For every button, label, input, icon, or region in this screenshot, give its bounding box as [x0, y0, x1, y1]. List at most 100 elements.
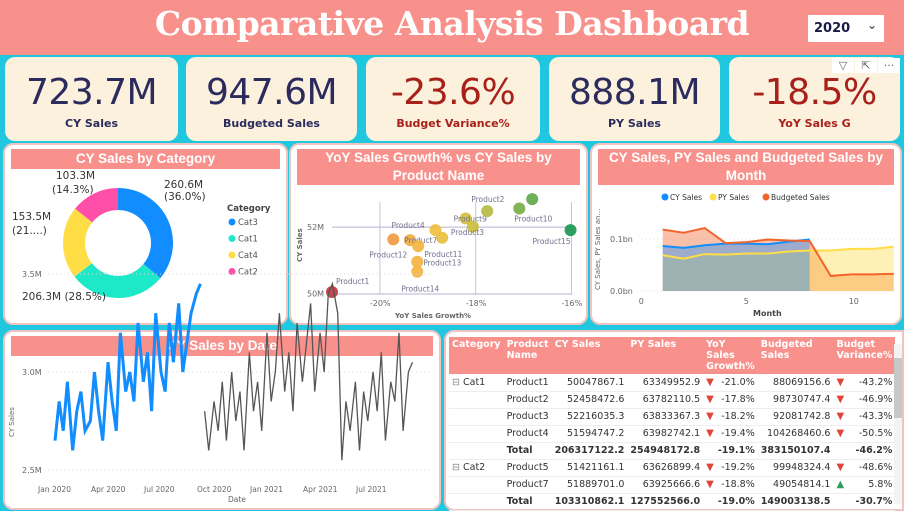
sales-line [53, 283, 202, 451]
table-row[interactable]: ⊟ Cat2 Product5 51421161.1 63626899.4 ▼ -… [449, 459, 896, 477]
x-axis-label: Month [753, 309, 782, 318]
sales-line [203, 281, 414, 461]
table-row[interactable]: Product3 52216035.3 63833367.3 ▼ -18.2% 9… [449, 408, 896, 426]
variance-cell: ▲ 5.8% [833, 476, 896, 494]
table-row[interactable]: ⊟ Cat1 Product1 50047867.1 63349952.9 ▼ -… [449, 374, 896, 392]
point-label: Product1 [336, 277, 369, 286]
table-row[interactable]: Product2 52458472.6 63782110.5 ▼ -17.8% 9… [449, 391, 896, 409]
y-tick-label: 0.0bn [610, 287, 633, 296]
variance-value: 5.8% [868, 479, 893, 490]
x-tick-label: Apr 2021 [303, 485, 338, 494]
point-label: Product11 [424, 250, 462, 259]
kpi-value: -23.6% [390, 72, 516, 113]
data-label: 153.5M [12, 211, 51, 223]
column-header[interactable]: Category [449, 337, 504, 374]
legend-marker [661, 193, 669, 201]
legend-marker [762, 193, 770, 201]
table-row[interactable]: Total 103310862.1 127552566.0 -19.0% 149… [449, 493, 896, 511]
column-header[interactable]: Product Name [503, 337, 552, 374]
column-header[interactable]: YoY Sales Growth% [703, 337, 758, 374]
down-arrow-icon: ▼ [706, 376, 714, 388]
focus-mode-icon[interactable]: ⇱ [855, 58, 877, 73]
yoy-value: -17.8% [721, 394, 755, 405]
more-options-icon[interactable]: ··· [878, 58, 900, 73]
variance-cell: ▼ -43.2% [833, 374, 896, 392]
point-label: Product15 [533, 237, 571, 246]
up-arrow-icon: ▲ [836, 479, 845, 490]
x-tick-label: Jul 2021 [355, 485, 387, 494]
product-cell: Product2 [503, 391, 552, 409]
column-header[interactable]: Budgeted Sales [757, 337, 834, 374]
chart-title: CY Sales by Category [11, 149, 280, 169]
down-arrow-icon: ▼ [836, 411, 845, 422]
scatter-point [387, 233, 400, 246]
x-tick-label: 10 [849, 297, 859, 306]
category-cell[interactable] [449, 425, 504, 443]
category-cell[interactable]: ⊟ Cat1 [449, 374, 504, 392]
scatter-point [411, 265, 424, 278]
kpi-card: -18.5% YoY Sales G [729, 57, 900, 141]
kpi-value: -18.5% [752, 72, 877, 113]
kpi-value: 723.7M [25, 72, 158, 113]
down-arrow-icon: ▼ [706, 462, 714, 473]
scrollbar[interactable] [894, 344, 902, 504]
variance-cell: ▼ -46.9% [833, 391, 896, 409]
scatter-point [526, 193, 539, 206]
variance-value: -43.3% [858, 411, 893, 422]
kpi-card: -23.6% Budget Variance% [366, 57, 540, 141]
filter-icon[interactable]: ▽ [832, 58, 854, 73]
y-tick-label: 0.1bn [610, 235, 633, 244]
table-row[interactable]: Total 206317122.2 254948172.8 -19.1% 383… [449, 442, 896, 460]
py-sales-cell: 254948172.8 [627, 442, 704, 460]
data-label: 103.3M [56, 170, 95, 182]
scatter-point [459, 212, 472, 225]
kpi-value: 888.1M [568, 72, 701, 113]
kpi-card: 947.6M Budgeted Sales [186, 57, 357, 141]
legend-marker [228, 218, 236, 226]
collapse-icon[interactable]: ⊟ [452, 462, 460, 473]
variance-value: -48.6% [858, 462, 893, 473]
donut-slice-cat2 [75, 187, 118, 223]
category-cell[interactable] [449, 391, 504, 409]
yoy-value: -18.2% [721, 411, 755, 422]
down-arrow-icon: ▼ [706, 394, 714, 405]
legend-marker [228, 268, 236, 275]
budget-cell: 149003138.5 [757, 493, 834, 511]
legend-label: Cat3 [238, 218, 258, 228]
column-header[interactable]: PY Sales [627, 337, 704, 374]
column-header[interactable]: Budget Variance% [833, 337, 896, 374]
table-row[interactable]: Product4 51594747.2 63982742.1 ▼ -19.4% 1… [449, 425, 896, 443]
category-cell[interactable] [449, 408, 504, 426]
category-cell[interactable] [449, 493, 504, 511]
cy-sales-cell: 103310862.1 [551, 493, 628, 511]
yoy-value: -19.0% [717, 496, 755, 507]
legend-marker [228, 251, 236, 259]
category-cell[interactable] [449, 476, 504, 494]
kpi-card: 723.7M CY Sales [5, 57, 178, 141]
category-donut-panel: CY Sales by Category [3, 143, 288, 325]
variance-value: -46.2% [855, 445, 893, 456]
variance-value: -50.5% [858, 428, 893, 439]
yoy-value: -21.0% [721, 376, 755, 388]
table-row[interactable]: Product7 51889701.0 63925666.6 ▼ -18.8% 4… [449, 476, 896, 494]
year-dropdown[interactable]: 2020 ⌄ [808, 15, 884, 42]
legend-label: Cat4 [238, 251, 258, 261]
yoy-cell: ▼ -18.8% [703, 476, 758, 494]
kpi-label: Budget Variance% [396, 117, 510, 130]
down-arrow-icon: ▼ [706, 428, 714, 439]
category-cell[interactable] [449, 442, 504, 460]
product-matrix: Category Product Name CY Sales PY Sales YoY … [449, 337, 896, 511]
x-tick-label: -20% [370, 299, 391, 308]
column-header[interactable]: CY Sales [551, 337, 628, 374]
yoy-cell: ▼ -19.2% [703, 459, 758, 477]
point-label: Product4 [391, 221, 424, 230]
yoy-cell: ▼ -21.0% [703, 374, 758, 392]
point-label: Product9 [454, 214, 487, 223]
scrollbar-thumb[interactable] [894, 358, 902, 418]
yoy-cell: -19.1% [703, 442, 758, 460]
yoy-value: -18.8% [721, 479, 755, 490]
budget-cell: 99948324.4 [757, 459, 834, 477]
x-tick-label: Oct 2020 [197, 485, 232, 494]
category-cell[interactable]: ⊟ Cat2 [449, 459, 504, 477]
collapse-icon[interactable]: ⊟ [452, 376, 460, 388]
